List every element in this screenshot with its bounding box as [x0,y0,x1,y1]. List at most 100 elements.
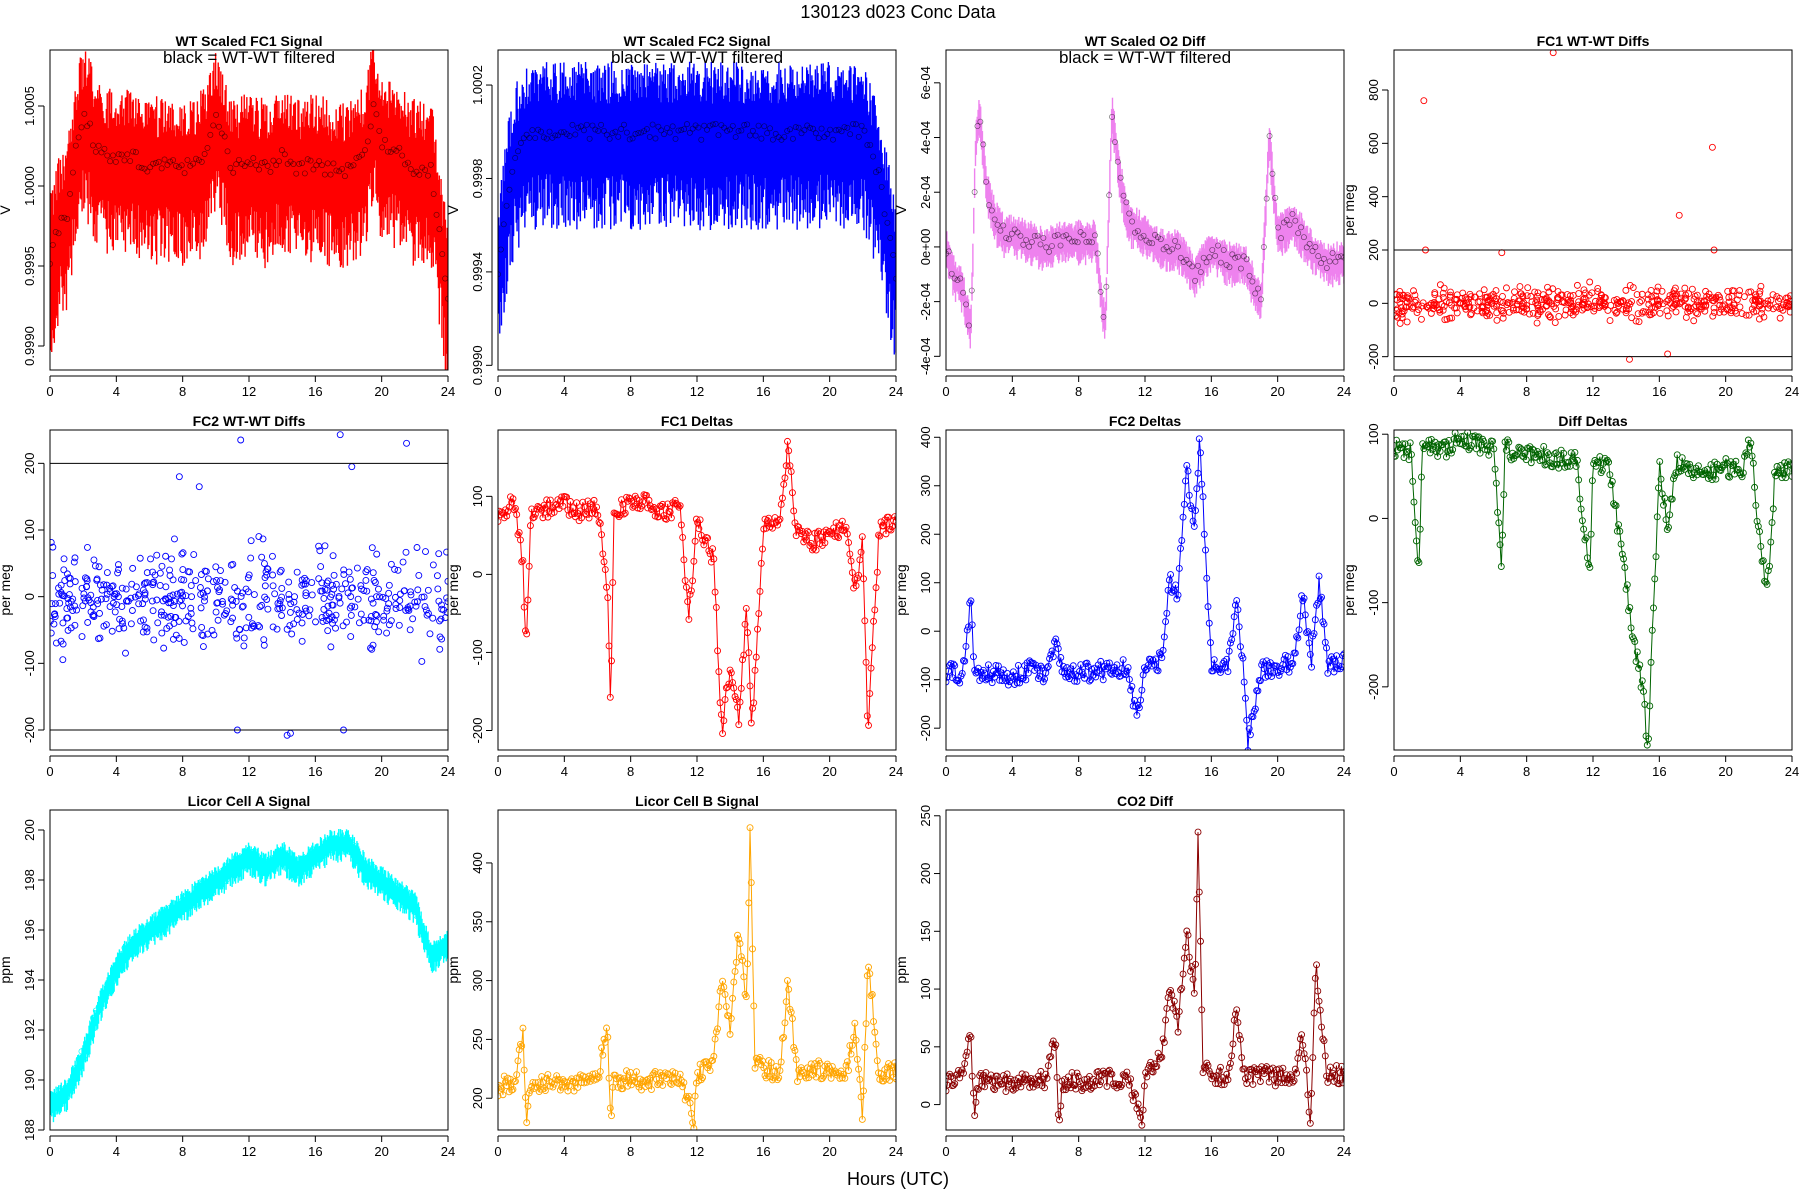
panel-title: Licor Cell B Signal [635,793,759,809]
data-point [710,1052,718,1060]
filtered-point [155,921,162,928]
scatter-point [1409,303,1417,311]
plot-area [50,431,448,739]
scatter-point [1456,299,1464,307]
filtered-point [752,132,759,139]
filtered-point [1040,234,1047,241]
filtered-point [658,127,665,134]
data-point [550,508,558,516]
filtered-point [215,877,222,884]
data-point [777,1058,785,1066]
scatter-point [1528,298,1536,306]
data-point [1205,619,1213,627]
data-point [1038,664,1046,672]
filtered-point [207,131,214,138]
filtered-point [347,163,354,170]
data-point [578,514,586,522]
scatter-point [60,566,68,574]
scatter-point [1638,309,1646,317]
scatter-point [1471,293,1479,301]
scatter-point [1635,318,1643,326]
data-point [1167,571,1175,579]
data-point [1467,442,1475,450]
filtered-point [520,135,527,142]
data-point [677,521,685,529]
filtered-point [247,857,254,864]
scatter-point [189,625,197,633]
data-point [1436,447,1444,455]
filtered-point [230,859,237,866]
data-point [1446,446,1454,454]
scatter-point [52,639,60,647]
data-point [729,994,737,1002]
filtered-point [678,127,685,133]
scatter-point [59,592,67,599]
scatter-point [198,623,206,631]
scatter-point [1594,284,1602,292]
scatter-point [293,568,301,576]
scatter-point [1773,303,1781,311]
data-point [732,958,740,966]
scatter-point [376,593,384,601]
scatter-point [176,589,184,597]
data-point [1677,467,1685,475]
data-point [574,1084,582,1091]
scatter-point [406,626,414,634]
scatter-point [1440,302,1448,310]
filtered-point [988,207,995,214]
data-point [676,502,684,510]
scatter-point [1642,308,1649,316]
scatter-point [298,581,306,589]
data-point [1013,679,1021,687]
data-point [654,1081,662,1089]
filtered-point [367,123,374,130]
scatter-point [1715,308,1723,316]
filtered-point [1031,233,1038,239]
scatter-point [141,595,149,603]
scatter-point [422,548,429,556]
data-point [1666,511,1674,519]
scatter-point [1561,311,1569,319]
scatter-point [237,593,245,600]
scatter-point [90,613,98,620]
y-tick-label: 200 [1366,239,1381,261]
filtered-point [595,127,602,134]
scatter-point [50,572,57,579]
data-point [867,664,875,672]
data-point [739,956,746,964]
y-axis-label: V [0,205,13,215]
filtered-point [410,897,417,904]
data-point [742,993,750,1001]
filtered-point [58,1095,65,1102]
filtered-point [847,131,854,138]
scatter-point [1625,299,1632,307]
filtered-point [1146,239,1153,246]
scatter-point [1756,298,1763,306]
filtered-point [69,1074,76,1081]
data-point [1632,658,1640,665]
scatter-point [156,582,164,589]
scatter-point [201,567,209,575]
filtered-point [606,135,613,142]
data-point [719,730,727,738]
filtered-point [621,121,627,128]
data-point [755,1055,763,1063]
filtered-point [1060,233,1067,240]
filtered-point [261,159,268,166]
y-tick-label: 200 [22,819,37,841]
scatter-point [1414,301,1422,309]
filtered-point [135,164,142,171]
y-tick-label: -4e-04 [918,338,933,376]
scatter-point [385,581,393,589]
filtered-point [155,158,162,165]
scatter-point [387,560,395,568]
x-tick-label: 0 [1390,764,1397,779]
filtered-point [884,219,891,226]
filtered-point [138,164,145,171]
data-point [762,1074,770,1082]
data-point [973,668,981,676]
scatter-point [154,619,162,627]
scatter-point [248,624,255,632]
filtered-point [893,275,896,282]
filtered-point [563,131,570,138]
